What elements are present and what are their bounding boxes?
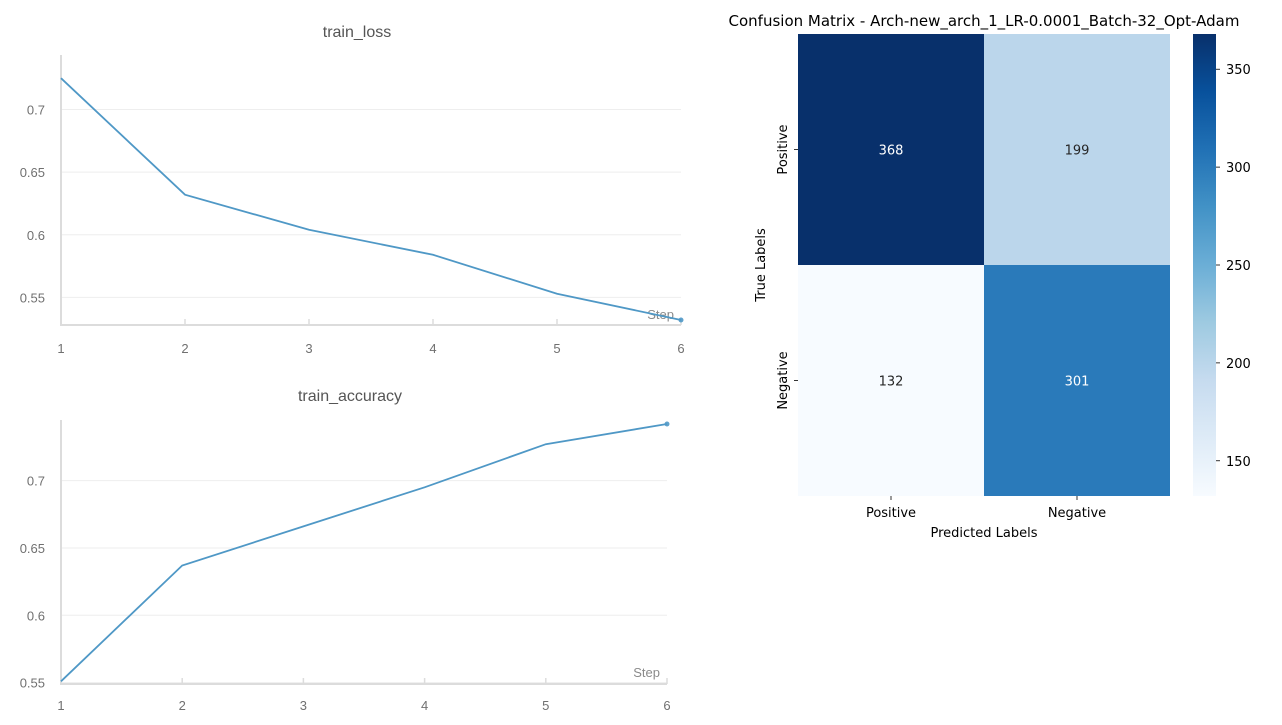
train-loss-x-tick-label: 5 <box>553 341 560 356</box>
train-accuracy-y-tick-label: 0.6 <box>27 608 45 623</box>
train-loss-point <box>308 229 310 231</box>
cm-x-tick-label: Negative <box>1048 506 1106 521</box>
train-loss-point <box>60 77 62 79</box>
train-loss-line <box>60 77 682 321</box>
heatmap-cell-value: 301 <box>1065 375 1090 390</box>
train-accuracy-line <box>60 423 668 682</box>
train-loss-y-tick-label: 0.55 <box>20 290 45 305</box>
heatmap-cell <box>798 34 984 265</box>
train-loss-point <box>556 293 558 295</box>
train-accuracy-point <box>545 443 547 445</box>
train-loss-point <box>184 194 186 196</box>
train-accuracy-x-tick-label: 1 <box>57 698 64 713</box>
heatmap-cell <box>798 265 984 496</box>
train-accuracy-x-tick-label: 4 <box>421 698 428 713</box>
train-loss-y-tick-label: 0.65 <box>20 165 45 180</box>
train-loss-x-tick-label: 4 <box>429 341 436 356</box>
train-accuracy-x-tick-label: 6 <box>663 698 670 713</box>
confusion-matrix-chart: Confusion Matrix - Arch-new_arch_1_LR-0.… <box>729 12 1251 541</box>
confusion-matrix-y-axis-label: True Labels <box>754 228 769 303</box>
cm-x-tick-label: Positive <box>866 506 916 521</box>
train-accuracy-x-axis-label: Step <box>633 665 660 680</box>
train-loss-chart: train_loss 1 2 3 4 5 6 0.7 0.65 0.6 0.55 Step <box>20 24 685 356</box>
colorbar-tick-label: 350 <box>1226 63 1251 78</box>
train-accuracy-point <box>303 526 305 528</box>
train-loss-point <box>678 317 684 323</box>
heatmap-cell <box>984 34 1170 265</box>
heatmap-cell-value: 199 <box>1065 144 1090 159</box>
train-loss-point <box>432 254 434 256</box>
heatmap-cell <box>984 265 1170 496</box>
colorbar-tick-label: 200 <box>1226 357 1251 372</box>
train-accuracy-x-tick-label: 3 <box>300 698 307 713</box>
train-accuracy-y-tick-label: 0.65 <box>20 541 45 556</box>
train-accuracy-title: train_accuracy <box>298 388 402 405</box>
train-loss-title: train_loss <box>323 24 391 41</box>
train-accuracy-y-tick-label: 0.7 <box>27 474 45 489</box>
train-accuracy-x-tick-label: 5 <box>542 698 549 713</box>
heatmap-cell-value: 368 <box>879 144 904 159</box>
train-loss-x-tick-label: 3 <box>305 341 312 356</box>
train-accuracy-x-tick-label: 2 <box>179 698 186 713</box>
train-loss-x-tick-label: 2 <box>181 341 188 356</box>
confusion-matrix-title: Confusion Matrix - Arch-new_arch_1_LR-0.… <box>729 12 1240 31</box>
train-accuracy-point <box>181 565 183 567</box>
cm-y-tick-label: Negative <box>776 351 791 409</box>
colorbar-tick-label: 150 <box>1226 455 1251 470</box>
train-loss-y-tick-label: 0.7 <box>27 103 45 118</box>
colorbar <box>1193 34 1216 496</box>
train-accuracy-point <box>60 680 62 682</box>
train-loss-x-tick-label: 1 <box>57 341 64 356</box>
train-accuracy-y-tick-label: 0.55 <box>20 676 45 691</box>
confusion-matrix-x-axis-label: Predicted Labels <box>930 526 1037 541</box>
train-accuracy-point <box>664 421 670 427</box>
train-loss-x-axis-label: Step <box>647 307 674 322</box>
train-loss-x-tick-label: 6 <box>677 341 684 356</box>
train-accuracy-chart: train_accuracy 1 2 3 4 5 6 0.7 0.65 0.6 0.55 Ste… <box>20 388 671 713</box>
colorbar-tick-label: 300 <box>1226 161 1251 176</box>
colorbar-tick-label: 250 <box>1226 259 1251 274</box>
heatmap-cell-value: 132 <box>879 375 904 390</box>
train-accuracy-point <box>424 486 426 488</box>
cm-y-tick-label: Positive <box>776 124 791 174</box>
train-loss-y-tick-label: 0.6 <box>27 228 45 243</box>
